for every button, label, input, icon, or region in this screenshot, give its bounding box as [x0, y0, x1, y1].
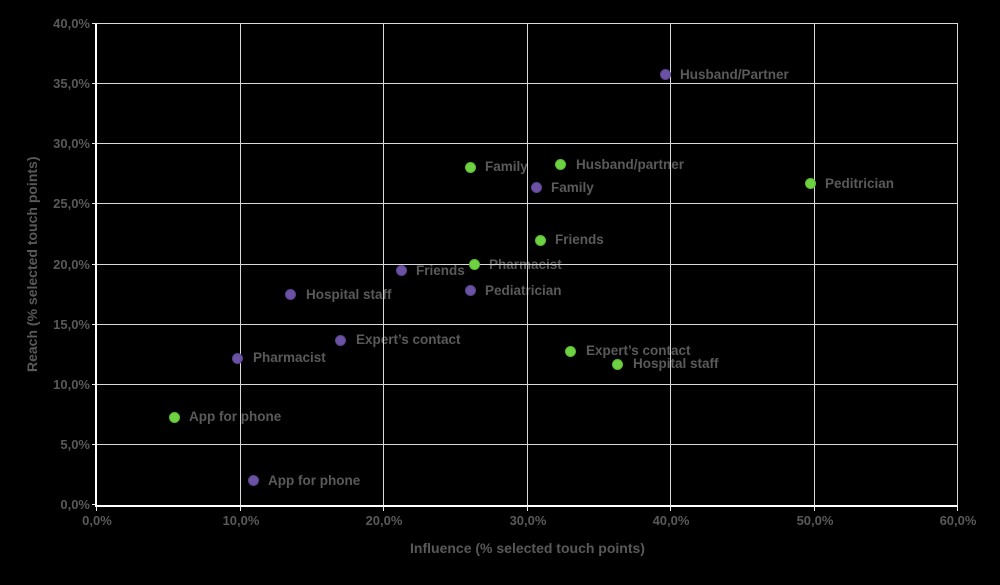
gridline-vertical	[383, 24, 384, 505]
y-axis-tick	[92, 324, 97, 325]
data-point-label: Family	[551, 180, 594, 195]
x-axis-tick	[527, 505, 528, 511]
data-point-label: Hospital staff	[306, 287, 392, 302]
data-point	[248, 475, 259, 486]
x-axis-tick-label: 50,0%	[796, 513, 834, 528]
y-axis-tick	[92, 23, 97, 24]
x-axis-tick-label: 0,0%	[82, 513, 112, 528]
y-axis-tick	[92, 83, 97, 84]
x-axis-tick	[240, 505, 241, 511]
x-axis-tick	[96, 505, 97, 511]
x-axis-tick	[670, 505, 671, 511]
y-axis-tick-label: 0,0%	[60, 497, 90, 512]
data-point	[335, 335, 346, 346]
data-point	[232, 353, 243, 364]
y-axis-tick-label: 15,0%	[53, 317, 90, 332]
y-axis-tick-label: 40,0%	[53, 16, 90, 31]
data-point	[555, 159, 566, 170]
data-point-label: Expert’s contact	[586, 343, 691, 358]
gridline-vertical	[240, 24, 241, 505]
y-axis-tick-label: 20,0%	[53, 257, 90, 272]
data-point-label: App for phone	[268, 473, 361, 488]
x-axis-tick-label: 30,0%	[509, 513, 547, 528]
data-point	[465, 285, 476, 296]
x-axis-title: Influence (% selected touch points)	[410, 540, 645, 556]
data-point-label: Husband/Partner	[680, 67, 789, 82]
data-point	[285, 289, 296, 300]
y-axis-tick-label: 10,0%	[53, 377, 90, 392]
data-point-label: Peditrician	[825, 176, 895, 191]
y-axis-tick-label: 35,0%	[53, 76, 90, 91]
y-axis-tick	[92, 444, 97, 445]
y-axis-tick	[92, 384, 97, 385]
x-axis-line	[95, 505, 958, 507]
data-point-label: Friends	[416, 263, 465, 278]
x-axis-tick-label: 20,0%	[365, 513, 403, 528]
data-point-label: App for phone	[189, 409, 282, 424]
gridline-vertical	[670, 24, 671, 505]
data-point-label: Pharmacist	[489, 257, 562, 272]
data-point-label: Pharmacist	[253, 350, 326, 365]
gridline-horizontal	[97, 23, 958, 24]
x-axis-tick-label: 60,0%	[939, 513, 977, 528]
y-axis-tick-label: 25,0%	[53, 196, 90, 211]
x-axis-tick-label: 10,0%	[222, 513, 260, 528]
x-axis-tick-label: 40,0%	[652, 513, 690, 528]
data-point-label: Expert’s contact	[356, 332, 461, 347]
data-point	[465, 162, 476, 173]
x-axis-tick	[814, 505, 815, 511]
data-point-label: Family	[485, 159, 528, 174]
data-point-label: Hospital staff	[633, 356, 719, 371]
gridline-vertical	[814, 24, 815, 505]
gridline-vertical	[527, 24, 528, 505]
y-axis-tick-label: 30,0%	[53, 136, 90, 151]
y-axis-tick	[92, 264, 97, 265]
y-axis-tick	[92, 203, 97, 204]
data-point	[469, 259, 480, 270]
data-point	[612, 359, 623, 370]
data-point	[396, 265, 407, 276]
data-point-label: Friends	[555, 232, 604, 247]
data-point	[565, 346, 576, 357]
x-axis-tick	[957, 505, 958, 511]
gridline-vertical	[957, 24, 958, 505]
data-point	[660, 69, 671, 80]
data-point-label: Pediatrician	[485, 283, 562, 298]
y-axis-tick-label: 5,0%	[60, 437, 90, 452]
data-point-label: Husband/partner	[576, 157, 685, 172]
data-point	[169, 412, 180, 423]
data-point	[531, 182, 542, 193]
y-axis-line	[95, 24, 97, 507]
y-axis-title: Reach (% selected touch points)	[24, 156, 40, 373]
data-point	[805, 178, 816, 189]
data-point	[535, 235, 546, 246]
y-axis-tick	[92, 143, 97, 144]
y-axis-tick	[92, 504, 97, 505]
x-axis-tick	[383, 505, 384, 511]
